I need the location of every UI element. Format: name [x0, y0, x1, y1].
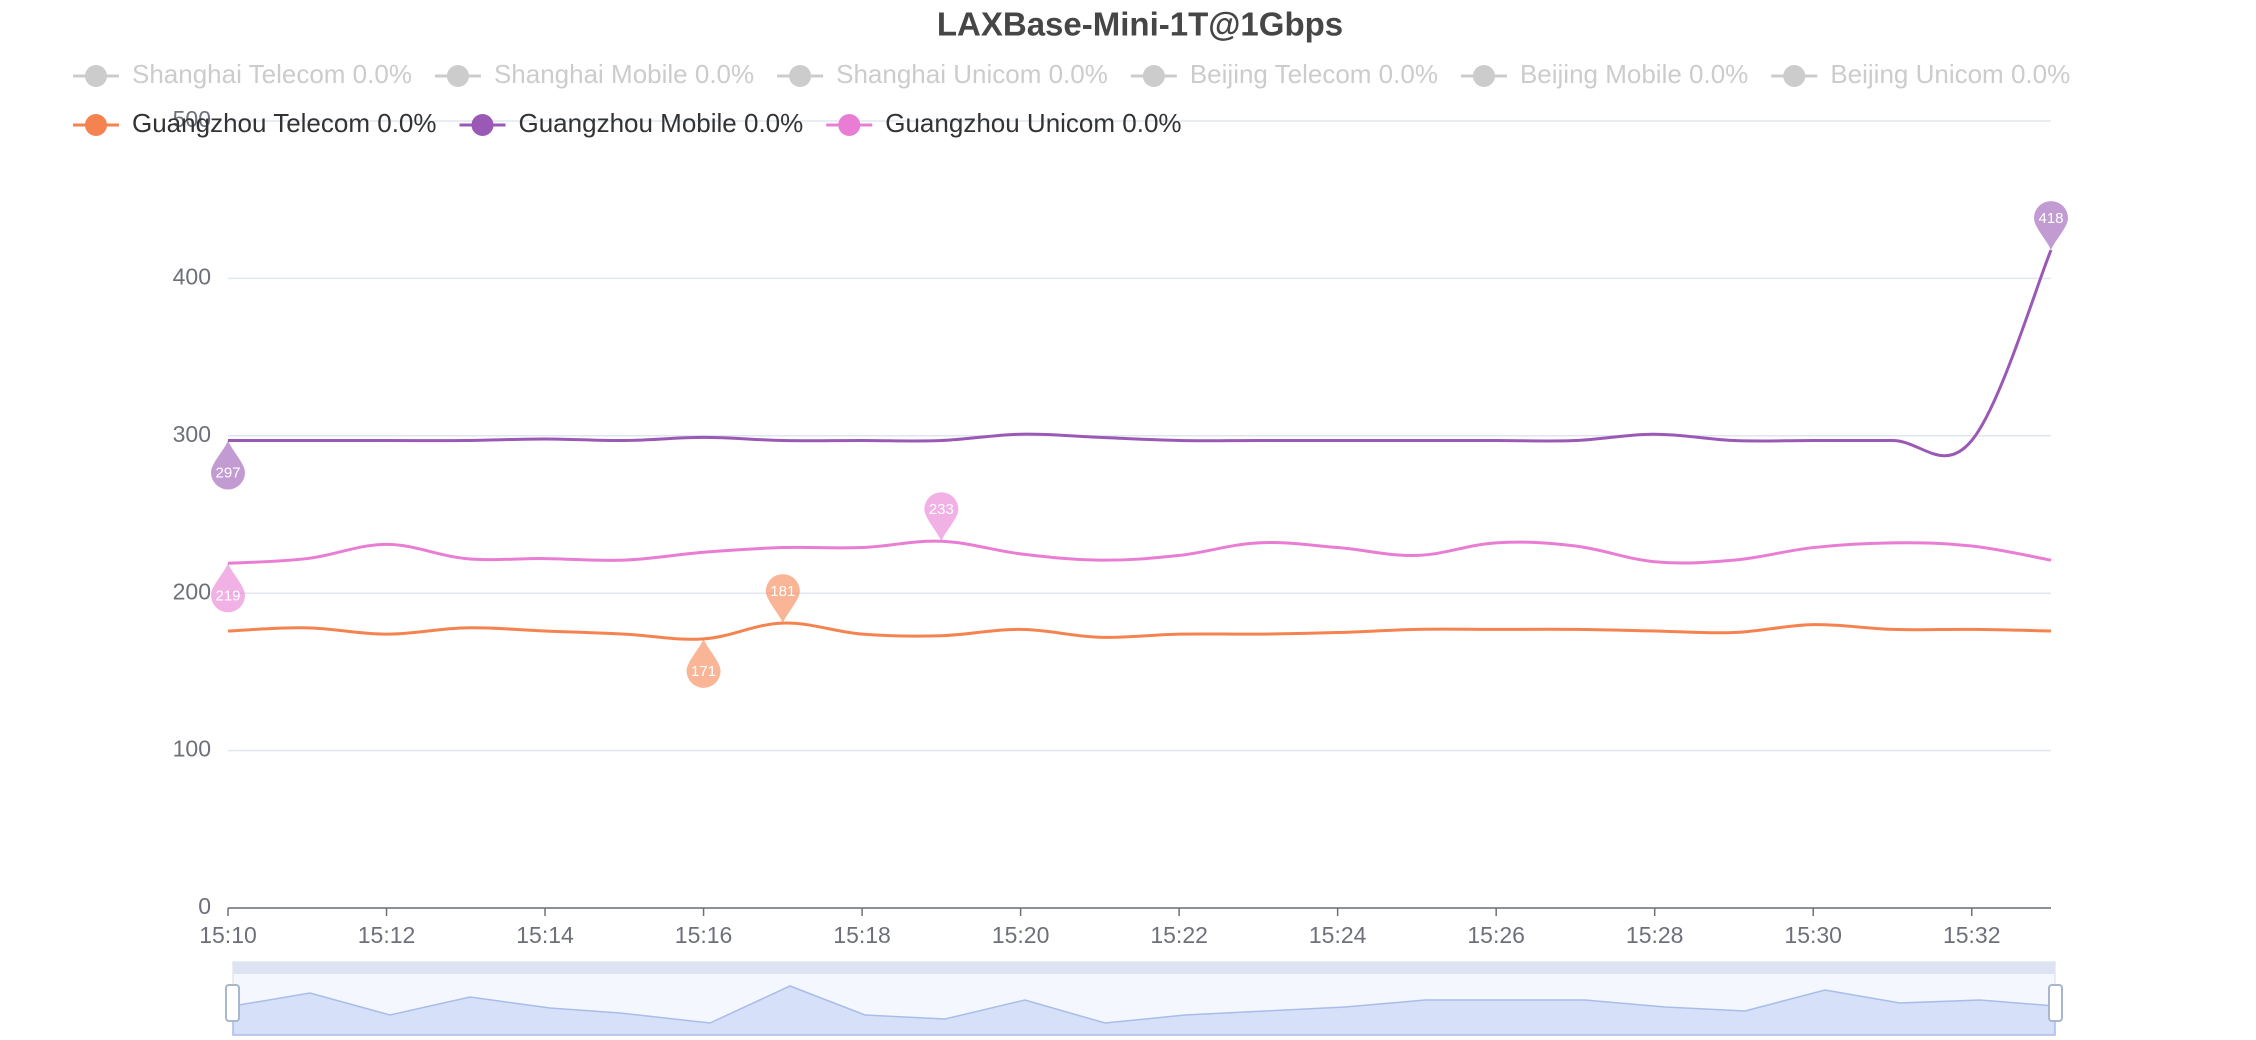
mark-pin [924, 492, 959, 542]
mark-pin [686, 638, 721, 688]
legend-swatch [838, 114, 861, 136]
y-tick-label: 0 [198, 893, 211, 919]
x-tick-label: 15:30 [1784, 922, 1842, 948]
legend-label: Beijing Telecom 0.0% [1190, 59, 1438, 89]
mark-pin [765, 574, 800, 624]
legend-item[interactable]: Guangzhou Telecom 0.0% [73, 108, 437, 138]
legend-swatch [1783, 65, 1806, 87]
x-tick-label: 15:14 [516, 922, 574, 948]
data-zoom[interactable] [225, 961, 2063, 1036]
legend-swatch [471, 114, 494, 136]
legend-swatch [85, 114, 107, 136]
legend-item[interactable]: Guangzhou Unicom 0.0% [826, 108, 1182, 138]
pin-label: 219 [215, 587, 240, 604]
mark-pin [2034, 201, 2068, 251]
legend-label: Shanghai Telecom 0.0% [132, 59, 412, 89]
pin-label: 297 [215, 464, 240, 481]
pin-label: 171 [691, 663, 716, 680]
zoom-handle[interactable] [225, 984, 240, 1022]
legend-label: Beijing Unicom 0.0% [1830, 59, 2070, 89]
legend-item[interactable]: Shanghai Unicom 0.0% [777, 59, 1108, 89]
legend-item[interactable]: Guangzhou Mobile 0.0% [459, 108, 804, 138]
legend-swatch [1142, 65, 1165, 87]
x-tick-label: 15:12 [358, 922, 416, 948]
pin-label: 181 [770, 583, 795, 600]
x-tick-label: 15:16 [675, 922, 733, 948]
x-tick-label: 15:26 [1467, 922, 1525, 948]
legend-item[interactable]: Beijing Unicom 0.0% [1771, 59, 2070, 89]
y-tick-label: 200 [173, 578, 211, 604]
mark-pin [211, 440, 245, 490]
legend-label: Guangzhou Unicom 0.0% [885, 108, 1181, 138]
x-tick-label: 15:28 [1626, 922, 1684, 948]
x-tick-label: 15:20 [992, 922, 1050, 948]
zoom-bar[interactable] [233, 962, 2055, 974]
pin-label: 418 [2038, 210, 2063, 227]
mark-pin [211, 563, 245, 613]
legend-label: Shanghai Mobile 0.0% [494, 59, 754, 89]
legend-swatch [446, 65, 469, 87]
legend-item[interactable]: Shanghai Telecom 0.0% [73, 59, 412, 89]
series-line [227, 621, 2052, 641]
zoom-preview [232, 985, 2056, 1036]
legend-label: Guangzhou Telecom 0.0% [132, 108, 437, 138]
x-tick-label: 15:18 [833, 922, 891, 948]
y-tick-label: 400 [173, 263, 211, 289]
x-tick-label: 15:32 [1943, 922, 2001, 948]
legend-item[interactable]: Shanghai Mobile 0.0% [434, 59, 754, 89]
series-line [227, 539, 2052, 565]
legend-label: Beijing Mobile 0.0% [1520, 59, 1748, 89]
zoom-handle[interactable] [2048, 984, 2063, 1022]
y-tick-label: 500 [173, 106, 211, 132]
legend-label: Guangzhou Mobile 0.0% [519, 108, 804, 138]
pin-label: 233 [929, 501, 954, 518]
legend-item[interactable]: Beijing Mobile 0.0% [1460, 59, 1748, 89]
y-tick-label: 100 [173, 736, 211, 762]
x-tick-label: 15:24 [1309, 922, 1367, 948]
legend-swatch [1472, 65, 1495, 87]
legend-item[interactable]: Beijing Telecom 0.0% [1130, 59, 1438, 89]
x-tick-label: 15:22 [1150, 922, 1208, 948]
chart-title: LAXBase-Mini-1T@1Gbps [937, 6, 1343, 43]
legend-label: Shanghai Unicom 0.0% [836, 59, 1108, 89]
x-tick-label: 15:10 [199, 922, 257, 948]
y-tick-label: 300 [173, 421, 211, 447]
legend-swatch [85, 65, 107, 87]
series-line [228, 249, 2053, 458]
legend-swatch [789, 65, 812, 87]
